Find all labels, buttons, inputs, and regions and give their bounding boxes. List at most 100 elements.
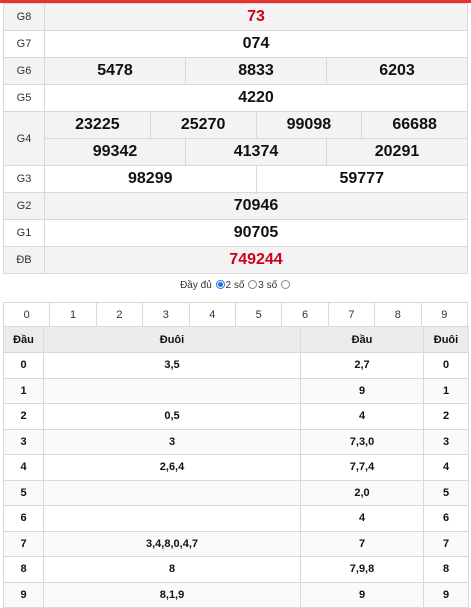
prize-label: G8 (3, 3, 45, 31)
cell-dau: 3 (3, 428, 44, 455)
dau-header-right: Đầu (300, 326, 424, 353)
prize-number: 4220 (44, 84, 468, 112)
cell-dau: 9 (3, 581, 44, 608)
head-tail-row: 2 0,5 4 2 (3, 403, 469, 430)
radio-three-digits[interactable] (248, 280, 258, 289)
filter-two-label[interactable]: 2 số (225, 280, 245, 291)
cell-duoi2: 4 (423, 454, 469, 481)
cell-duoi: 2,6,4 (43, 454, 301, 481)
digit-tab[interactable]: 6 (281, 302, 329, 328)
prize-number: 23225 (44, 111, 151, 139)
cell-duoi2: 2 (423, 403, 469, 430)
prize-number: 59777 (255, 165, 468, 193)
cell-duoi2: 3 (423, 428, 469, 455)
cell-duoi: 3,4,8,0,4,7 (43, 530, 301, 557)
digit-tab[interactable]: 8 (374, 302, 422, 328)
cell-dau2: 9 (300, 581, 424, 608)
prize-row-g7: G7 074 (3, 30, 468, 58)
cell-dau: 0 (3, 352, 44, 379)
prize-label: G6 (3, 57, 45, 85)
cell-dau2: 2,7 (300, 352, 424, 379)
cell-duoi: 3,5 (43, 352, 301, 379)
filter-three-label[interactable]: 3 số (258, 280, 278, 291)
digit-tab[interactable]: 9 (420, 302, 469, 328)
prize-number: 074 (44, 30, 468, 58)
digit-tab[interactable]: 1 (49, 302, 97, 328)
prize-number: 98299 (44, 165, 257, 193)
prize-number: 41374 (185, 138, 327, 166)
prize-number: 99342 (44, 138, 186, 166)
head-tail-table: Đầu Đuôi Đầu Đuôi 0 3,5 2,7 0 1 9 1 2 0,5 4 2 3 3 7,3… (3, 326, 469, 608)
radio-two-digits[interactable] (215, 280, 225, 289)
prize-number: 66688 (361, 111, 468, 139)
cell-dau2: 4 (300, 403, 424, 430)
cell-duoi: 3 (43, 428, 301, 455)
cell-dau2: 7 (300, 530, 424, 557)
prize-number: 99098 (255, 111, 363, 139)
prize-row-g5: G5 4220 (3, 84, 468, 112)
cell-dau2: 7,9,8 (300, 556, 424, 583)
prize-row-g2: G2 70946 (3, 192, 468, 220)
cell-duoi: 8,1,9 (43, 581, 301, 608)
cell-dau: 2 (3, 403, 44, 430)
special-prize-number: 749244 (44, 246, 468, 274)
prize-number: 25270 (149, 111, 257, 139)
filter-full-label: Đầy đủ (180, 280, 212, 291)
cell-duoi (43, 377, 301, 404)
digit-tab[interactable]: 5 (234, 302, 283, 328)
prize-label: G1 (3, 219, 45, 247)
prize-row-g6: G6 5478 8833 6203 (3, 57, 468, 85)
duoi-header-left: Đuôi (43, 326, 301, 353)
prize-row-g4-b: 99342 41374 20291 (4, 138, 468, 166)
cell-dau2: 7,7,4 (300, 454, 424, 481)
head-tail-row: 0 3,5 2,7 0 (3, 352, 469, 379)
head-tail-row: 3 3 7,3,0 3 (3, 428, 469, 455)
digit-tab[interactable]: 2 (95, 302, 144, 328)
radio-full[interactable] (280, 280, 290, 289)
prize-label: ĐB (3, 246, 45, 274)
cell-duoi2: 9 (423, 581, 469, 608)
prize-number: 8833 (185, 57, 327, 85)
cell-duoi2: 6 (423, 505, 469, 532)
digit-filter: Đầy đủ 2 số 3 số (0, 280, 471, 291)
digit-tab[interactable]: 7 (327, 302, 376, 328)
prize-number: 20291 (326, 138, 468, 166)
cell-dau2: 9 (300, 377, 424, 404)
prize-row-g8: G8 73 (3, 3, 468, 31)
head-tail-row: 5 2,0 5 (3, 479, 469, 506)
results-table: G8 73 G7 074 G6 5478 8833 6203 G5 4220 G… (3, 3, 468, 274)
prize-label: G5 (3, 84, 45, 112)
cell-dau2: 4 (300, 505, 424, 532)
cell-dau: 6 (3, 505, 44, 532)
cell-duoi (43, 505, 301, 532)
cell-duoi: 0,5 (43, 403, 301, 430)
prize-number: 5478 (44, 57, 186, 85)
prize-number: 73 (44, 3, 468, 31)
prize-label: G3 (3, 165, 45, 193)
cell-dau: 8 (3, 556, 44, 583)
head-tail-row: 4 2,6,4 7,7,4 4 (3, 454, 469, 481)
cell-duoi: 8 (43, 556, 301, 583)
head-tail-body: 0 3,5 2,7 0 1 9 1 2 0,5 4 2 3 3 7,3,0 3 4 2,6,4 7,7,4 4 5 2,… (3, 352, 469, 608)
cell-duoi2: 5 (423, 479, 469, 506)
digit-tab[interactable]: 4 (188, 302, 236, 328)
cell-duoi2: 0 (423, 352, 469, 379)
cell-dau: 1 (3, 377, 44, 404)
digit-tab[interactable]: 0 (2, 302, 51, 328)
cell-dau: 4 (3, 454, 44, 481)
head-tail-header: Đầu Đuôi Đầu Đuôi (3, 326, 469, 353)
cell-duoi2: 7 (423, 530, 469, 557)
cell-dau: 7 (3, 530, 44, 557)
top-accent-bar (0, 0, 471, 3)
cell-dau2: 2,0 (300, 479, 424, 506)
prize-number: 70946 (44, 192, 468, 220)
prize-number: 6203 (326, 57, 468, 85)
prize-label: G2 (3, 192, 45, 220)
prize-number: 90705 (44, 219, 468, 247)
cell-dau: 5 (3, 479, 44, 506)
digit-tab[interactable]: 3 (142, 302, 190, 328)
cell-dau2: 7,3,0 (300, 428, 424, 455)
